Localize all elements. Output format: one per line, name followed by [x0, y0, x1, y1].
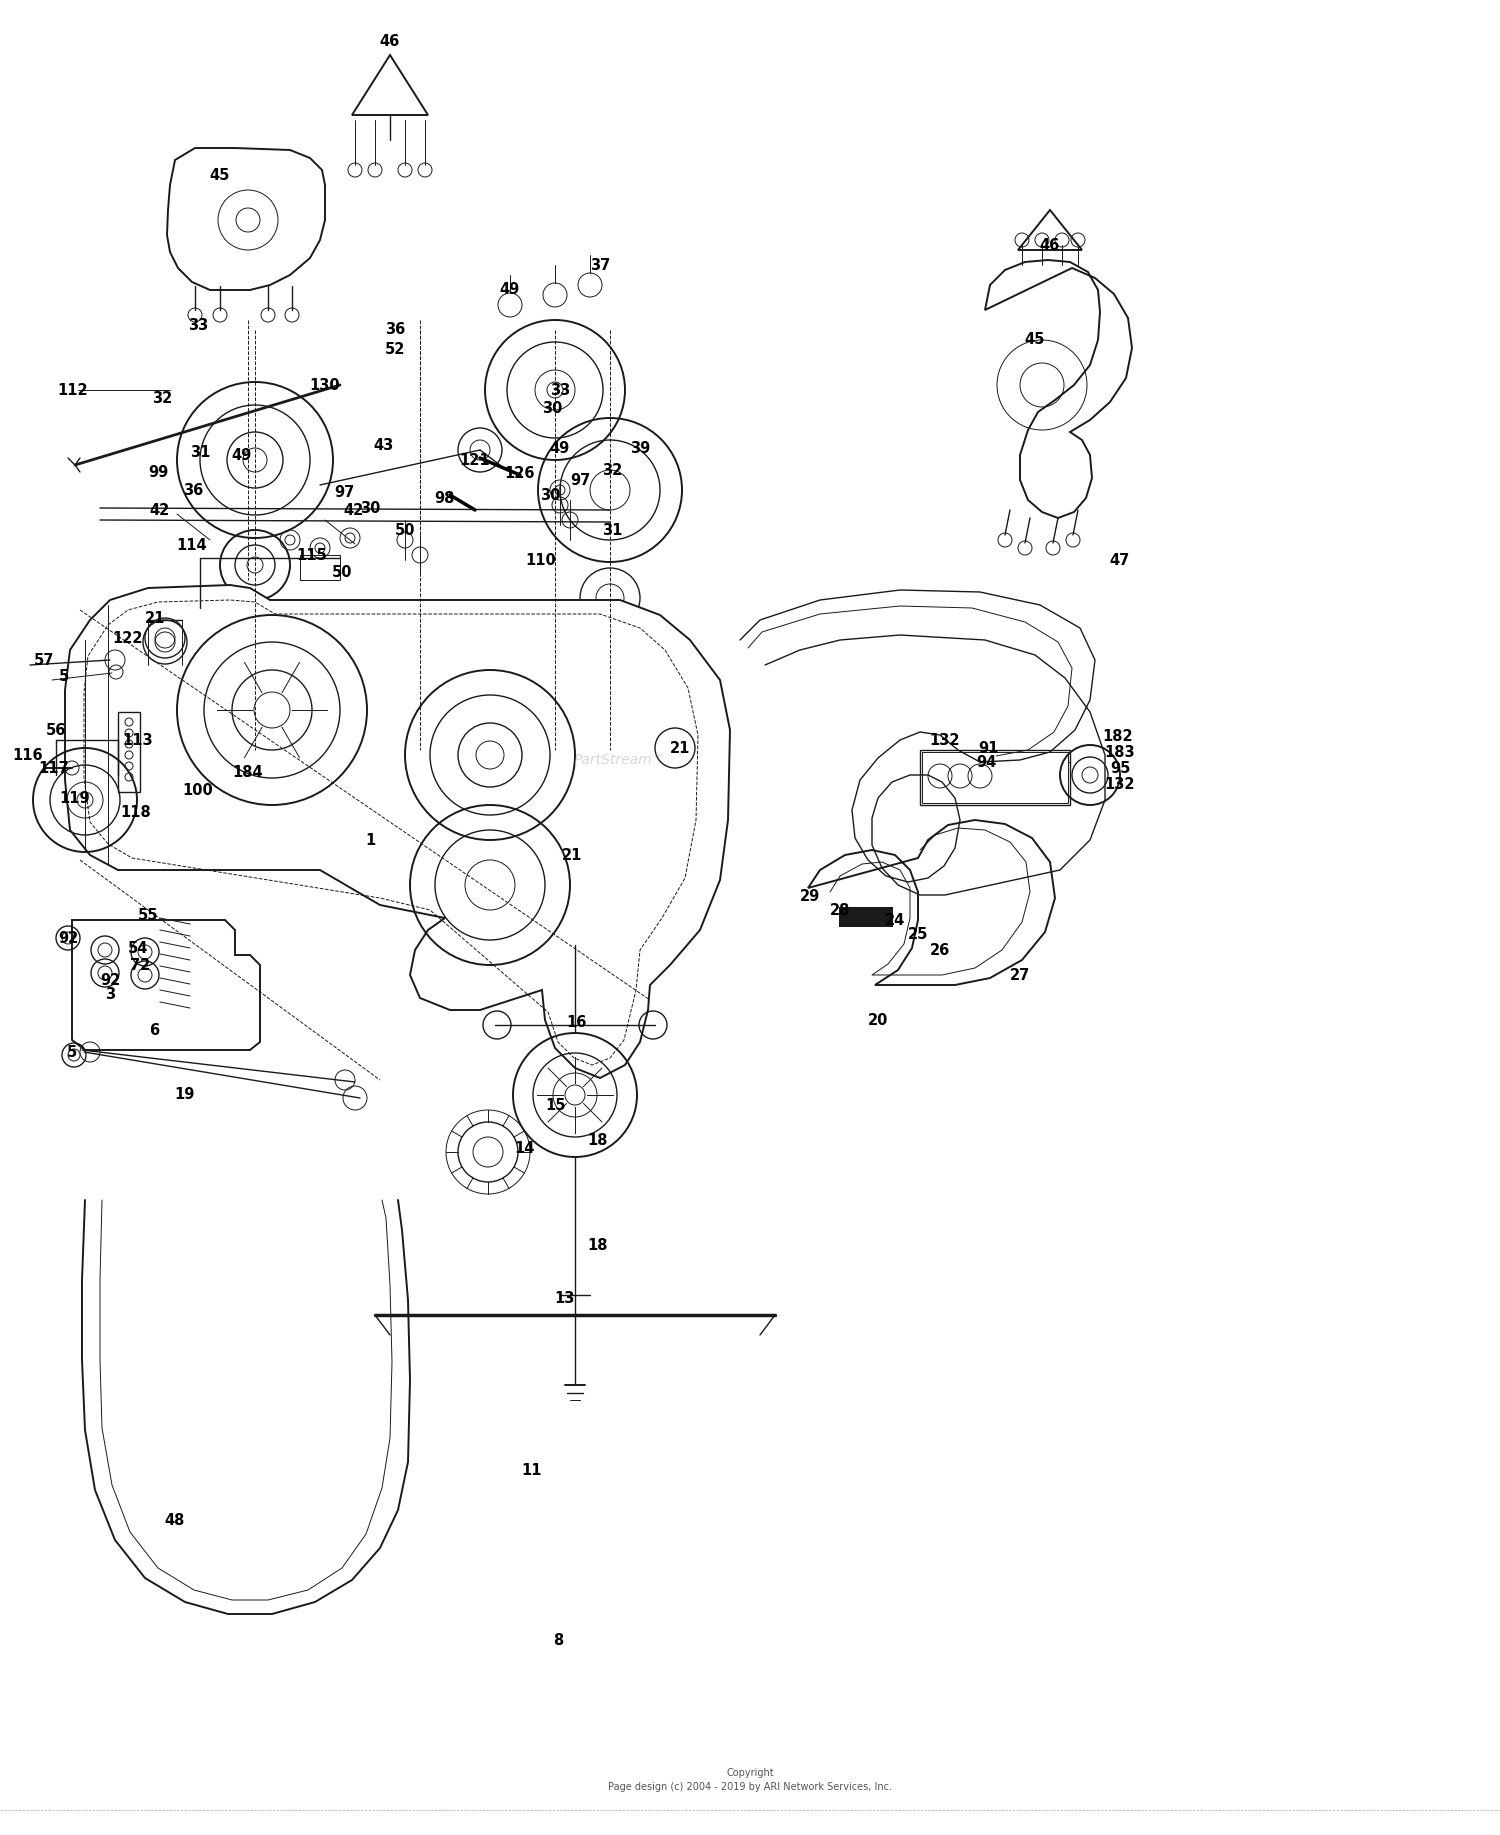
Text: 18: 18 [588, 1132, 609, 1147]
Text: 126: 126 [504, 466, 536, 481]
Text: 114: 114 [177, 538, 207, 552]
Text: 36: 36 [386, 323, 405, 338]
Text: 113: 113 [123, 732, 153, 747]
Text: 33: 33 [550, 382, 570, 398]
Text: 5: 5 [58, 668, 69, 683]
Text: 37: 37 [590, 257, 610, 273]
Text: 8: 8 [554, 1633, 562, 1648]
Polygon shape [808, 820, 1054, 985]
Bar [840, 908, 892, 927]
Text: 117: 117 [39, 760, 69, 776]
Text: 110: 110 [525, 552, 556, 567]
Polygon shape [64, 585, 730, 1077]
Polygon shape [72, 919, 260, 1050]
Text: 49: 49 [232, 448, 252, 462]
Text: 183: 183 [1104, 745, 1136, 760]
Text: 46: 46 [380, 35, 400, 50]
Text: 92: 92 [100, 973, 120, 987]
Text: 13: 13 [555, 1290, 574, 1305]
Text: 16: 16 [566, 1015, 586, 1029]
Text: 26: 26 [930, 943, 950, 958]
Polygon shape [986, 261, 1132, 517]
Text: 48: 48 [165, 1512, 184, 1527]
Text: 92: 92 [58, 930, 78, 945]
Text: 122: 122 [112, 631, 144, 646]
Text: 14: 14 [514, 1141, 534, 1156]
Text: 132: 132 [1104, 776, 1136, 791]
Text: 50: 50 [332, 565, 352, 580]
Text: 95: 95 [1110, 760, 1130, 776]
Text: 21: 21 [562, 848, 582, 862]
Text: 54: 54 [128, 941, 148, 956]
Text: 18: 18 [588, 1237, 609, 1253]
Text: 45: 45 [210, 167, 230, 182]
Text: 52: 52 [386, 343, 405, 358]
Text: 121: 121 [459, 453, 490, 468]
Text: 11: 11 [522, 1462, 543, 1477]
Text: 3: 3 [105, 987, 116, 1002]
Text: 72: 72 [130, 958, 150, 973]
Text: 55: 55 [138, 908, 159, 923]
Text: 30: 30 [360, 501, 380, 516]
Text: 32: 32 [152, 391, 172, 406]
Text: 42: 42 [150, 503, 170, 517]
Text: 1: 1 [364, 833, 375, 848]
Text: 98: 98 [433, 490, 454, 505]
Text: 31: 31 [602, 523, 622, 538]
Text: 91: 91 [978, 741, 998, 756]
Text: 97: 97 [570, 472, 590, 488]
Text: 28: 28 [830, 903, 850, 918]
Text: 119: 119 [60, 791, 90, 806]
Text: 182: 182 [1102, 728, 1134, 743]
Text: 100: 100 [183, 782, 213, 798]
Text: 43: 43 [374, 437, 394, 453]
Text: 15: 15 [546, 1097, 567, 1112]
Text: 118: 118 [120, 804, 152, 820]
Text: 115: 115 [297, 547, 327, 563]
Text: 20: 20 [868, 1013, 888, 1028]
Text: 45: 45 [1024, 332, 1045, 347]
Text: 42: 42 [344, 503, 364, 517]
Text: 5: 5 [68, 1044, 76, 1059]
Text: 30: 30 [542, 400, 562, 415]
Text: 29: 29 [800, 888, 820, 903]
Text: 27: 27 [1010, 967, 1031, 982]
Text: 97: 97 [334, 484, 354, 499]
Text: 21: 21 [146, 611, 165, 626]
Text: 49: 49 [550, 440, 570, 455]
Text: 30: 30 [540, 488, 560, 503]
Text: 6: 6 [148, 1022, 159, 1037]
Text: 25: 25 [908, 927, 928, 941]
Text: Copyright: Copyright [726, 1767, 774, 1778]
Text: 36: 36 [183, 483, 203, 497]
Text: 130: 130 [309, 378, 340, 393]
Text: 31: 31 [190, 444, 210, 459]
Text: Page design (c) 2004 - 2019 by ARI Network Services, Inc.: Page design (c) 2004 - 2019 by ARI Netwo… [608, 1782, 892, 1793]
Text: 94: 94 [976, 754, 996, 769]
Text: 99: 99 [148, 464, 168, 479]
Bar [118, 712, 140, 793]
Text: 112: 112 [57, 382, 88, 398]
Bar [840, 908, 892, 927]
Text: 32: 32 [602, 462, 622, 477]
Text: 56: 56 [46, 723, 66, 738]
Text: 46: 46 [1040, 237, 1060, 253]
Text: 24: 24 [885, 912, 904, 927]
Text: 47: 47 [1110, 552, 1130, 567]
Text: 49: 49 [500, 283, 520, 297]
Bar [920, 751, 1070, 806]
Text: 33: 33 [188, 317, 209, 332]
Text: PartStream™: PartStream™ [573, 752, 666, 767]
Text: 184: 184 [232, 765, 264, 780]
Bar [922, 752, 1068, 804]
Text: 21: 21 [670, 741, 690, 756]
Text: 116: 116 [12, 747, 44, 763]
Text: 39: 39 [630, 440, 650, 455]
Text: 132: 132 [930, 732, 960, 747]
Text: 57: 57 [34, 653, 54, 668]
Text: 50: 50 [394, 523, 416, 538]
Text: 19: 19 [176, 1086, 195, 1101]
